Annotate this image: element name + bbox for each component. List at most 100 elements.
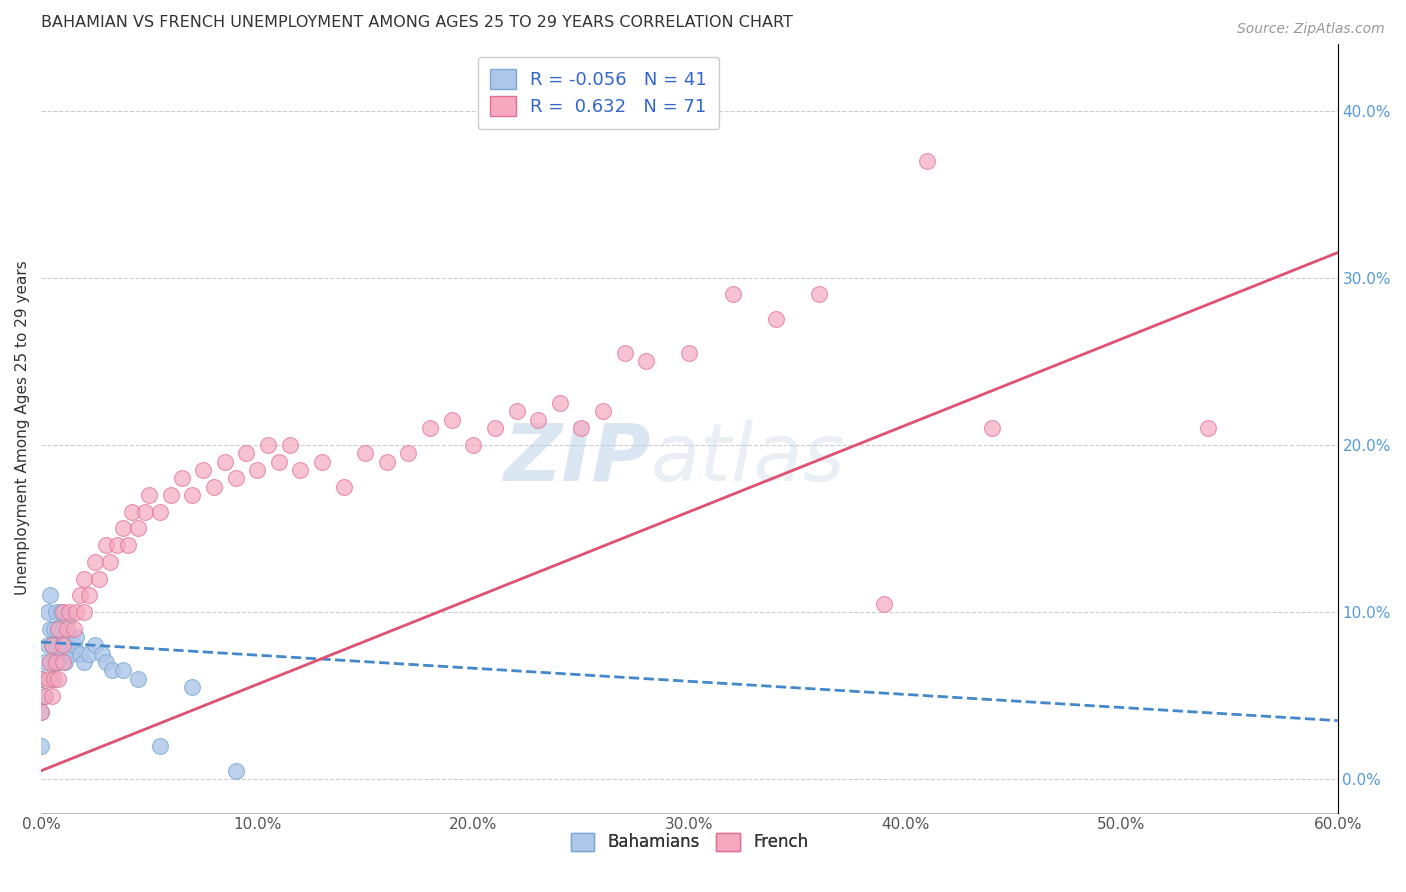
Point (84, 639, 107, 653)
Y-axis label: Unemployment Among Ages 25 to 29 years: Unemployment Among Ages 25 to 29 years (15, 260, 30, 596)
Point (278, 438, 301, 452)
Point (311, 454, 333, 468)
Point (170, 471, 193, 485)
Point (41, 672, 63, 686)
Point (235, 446, 257, 460)
Point (49, 605, 72, 619)
Point (34, 689, 56, 703)
Point (569, 421, 592, 435)
Point (62, 622, 84, 636)
Point (980, 421, 1002, 435)
Point (121, 505, 143, 519)
Point (52, 647, 75, 661)
Point (94, 538, 117, 552)
Point (73, 572, 96, 586)
Point (69, 647, 91, 661)
Point (214, 454, 236, 468)
Point (42, 655, 65, 669)
Point (73, 605, 96, 619)
Point (440, 413, 463, 427)
Point (138, 488, 160, 502)
Point (77, 588, 100, 602)
Point (65, 605, 87, 619)
Point (48, 655, 70, 669)
Point (56, 613, 79, 627)
Point (117, 538, 139, 552)
Point (34, 689, 56, 703)
Point (101, 664, 124, 678)
Legend: Bahamians, French: Bahamians, French (564, 826, 815, 858)
Point (56, 639, 79, 653)
Point (89, 572, 111, 586)
Point (38, 622, 60, 636)
Point (37, 605, 59, 619)
Point (48, 622, 70, 636)
Point (134, 505, 156, 519)
Point (41, 639, 63, 653)
Point (30, 739, 52, 753)
Point (375, 454, 398, 468)
Point (58, 630, 80, 644)
Point (30, 672, 52, 686)
Point (246, 463, 269, 477)
Point (267, 454, 290, 468)
Point (52, 605, 75, 619)
Point (181, 488, 204, 502)
Point (45, 639, 67, 653)
Point (527, 413, 550, 427)
Point (765, 312, 787, 326)
Point (45, 605, 67, 619)
Point (127, 672, 149, 686)
Point (48, 672, 70, 686)
Point (41, 639, 63, 653)
Point (678, 346, 700, 360)
Point (38, 655, 60, 669)
Point (636, 354, 658, 368)
Point (37, 639, 59, 653)
Point (398, 446, 420, 460)
Point (69, 588, 91, 602)
Point (98, 555, 121, 569)
Point (84, 555, 107, 569)
Point (49, 639, 72, 653)
Point (105, 538, 128, 552)
Point (53, 655, 76, 669)
Point (225, 471, 247, 485)
Point (354, 446, 377, 460)
Point (48, 622, 70, 636)
Point (419, 421, 441, 435)
Point (34, 655, 56, 669)
Point (463, 438, 485, 452)
Point (127, 521, 149, 535)
Point (37, 672, 59, 686)
Point (90, 647, 112, 661)
Point (484, 421, 506, 435)
Point (225, 764, 247, 778)
Point (30, 705, 52, 719)
Point (38, 588, 60, 602)
Point (505, 404, 527, 418)
Point (58, 605, 80, 619)
Point (257, 438, 280, 452)
Point (1197, 421, 1219, 435)
Point (41, 689, 63, 703)
Point (149, 505, 172, 519)
Point (30, 672, 52, 686)
Point (808, 287, 831, 301)
Point (42, 672, 65, 686)
Point (915, 153, 938, 168)
Point (77, 647, 100, 661)
Point (42, 622, 65, 636)
Point (45, 655, 67, 669)
Point (721, 287, 744, 301)
Point (53, 630, 76, 644)
Point (159, 488, 181, 502)
Text: Source: ZipAtlas.com: Source: ZipAtlas.com (1237, 22, 1385, 37)
Point (56, 622, 79, 636)
Point (290, 463, 312, 477)
Point (202, 480, 225, 494)
Point (52, 639, 75, 653)
Point (613, 346, 636, 360)
Point (94, 655, 117, 669)
Text: atlas: atlas (651, 420, 845, 498)
